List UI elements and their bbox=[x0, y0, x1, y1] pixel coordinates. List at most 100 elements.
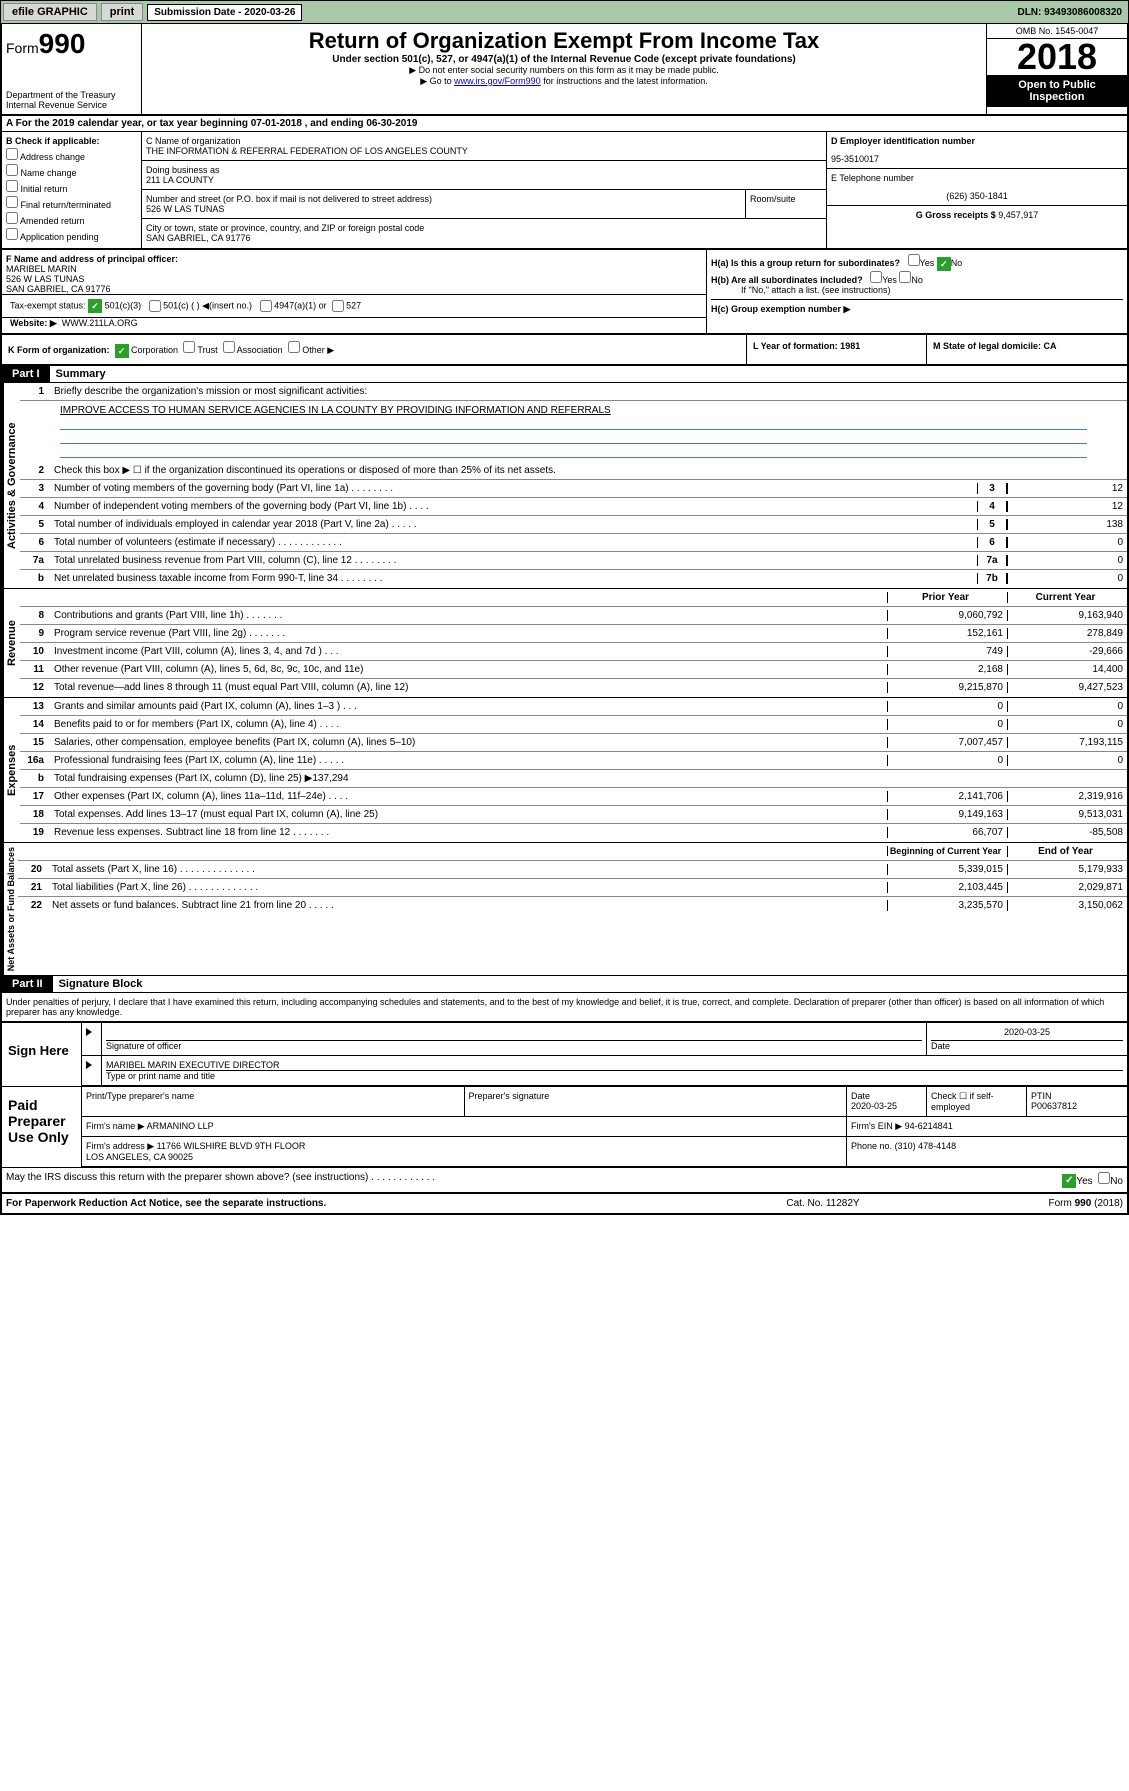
officer-name: MARIBEL MARIN EXECUTIVE DIRECTOR bbox=[106, 1060, 1123, 1071]
cb-501c[interactable] bbox=[149, 300, 161, 312]
form-header: Form990 Department of the Treasury Inter… bbox=[2, 24, 1127, 116]
perjury-statement: Under penalties of perjury, I declare th… bbox=[2, 992, 1127, 1021]
paid-preparer-block: Paid Preparer Use Only Print/Type prepar… bbox=[2, 1086, 1127, 1167]
state-domicile: M State of legal domicile: CA bbox=[927, 335, 1127, 364]
col-b-checkboxes: B Check if applicable: Address change Na… bbox=[2, 132, 142, 248]
dln-label: DLN: 93493086008320 bbox=[1017, 7, 1126, 18]
table-row: 16aProfessional fundraising fees (Part I… bbox=[20, 752, 1127, 770]
form-number: Form990 bbox=[6, 28, 137, 60]
sidelabel-netassets: Net Assets or Fund Balances bbox=[2, 843, 18, 975]
hb-note: If "No," attach a list. (see instruction… bbox=[711, 285, 1123, 295]
sidelabel-revenue: Revenue bbox=[2, 589, 20, 697]
revenue-section: Revenue Prior YearCurrent Year 8Contribu… bbox=[2, 589, 1127, 698]
netassets-section: Net Assets or Fund Balances Beginning of… bbox=[2, 843, 1127, 976]
table-row: 17Other expenses (Part IX, column (A), l… bbox=[20, 788, 1127, 806]
efile-button[interactable]: efile GRAPHIC bbox=[3, 3, 97, 21]
mission-text: IMPROVE ACCESS TO HUMAN SERVICE AGENCIES… bbox=[20, 401, 1127, 462]
ptin-value: P00637812 bbox=[1031, 1101, 1123, 1111]
table-row: 10Investment income (Part VIII, column (… bbox=[20, 643, 1127, 661]
cb-other[interactable] bbox=[288, 341, 300, 353]
table-row: 6Total number of volunteers (estimate if… bbox=[20, 534, 1127, 552]
preparer-date: 2020-03-25 bbox=[851, 1101, 922, 1111]
form-note-1: ▶ Do not enter social security numbers o… bbox=[146, 65, 982, 76]
sign-here-label: Sign Here bbox=[2, 1023, 82, 1086]
cb-hb-yes[interactable] bbox=[870, 271, 882, 283]
checkmark-icon: ✓ bbox=[1062, 1174, 1076, 1188]
cb-address-change[interactable]: Address change bbox=[6, 148, 137, 162]
cb-final-return[interactable]: Final return/terminated bbox=[6, 196, 137, 210]
page-footer: For Paperwork Reduction Act Notice, see … bbox=[2, 1192, 1127, 1213]
sign-date: 2020-03-25 bbox=[931, 1027, 1123, 1041]
cb-discuss-no[interactable] bbox=[1098, 1172, 1110, 1184]
table-row: 12Total revenue—add lines 8 through 11 (… bbox=[20, 679, 1127, 697]
table-row: 7aTotal unrelated business revenue from … bbox=[20, 552, 1127, 570]
hb-label: H(b) Are all subordinates included? bbox=[711, 275, 863, 285]
triangle-icon bbox=[86, 1028, 92, 1036]
room-suite-label: Room/suite bbox=[746, 190, 826, 218]
sidelabel-governance: Activities & Governance bbox=[2, 383, 20, 588]
self-employed-check[interactable]: Check ☐ if self-employed bbox=[927, 1087, 1027, 1116]
firm-name: ARMANINO LLP bbox=[147, 1121, 214, 1131]
hc-label: H(c) Group exemption number ▶ bbox=[711, 304, 850, 314]
activities-governance-section: Activities & Governance 1Briefly describ… bbox=[2, 383, 1127, 589]
form-title: Return of Organization Exempt From Incom… bbox=[146, 28, 982, 54]
firm-phone: (310) 478-4148 bbox=[895, 1141, 957, 1151]
cb-4947[interactable] bbox=[260, 300, 272, 312]
form-note-2: ▶ Go to www.irs.gov/Form990 for instruct… bbox=[146, 76, 982, 87]
cat-number: Cat. No. 11282Y bbox=[723, 1198, 923, 1209]
table-row: 9Program service revenue (Part VIII, lin… bbox=[20, 625, 1127, 643]
gross-receipts: 9,457,917 bbox=[998, 210, 1038, 220]
form-ref: Form 990 (2018) bbox=[923, 1198, 1123, 1209]
cb-app-pending[interactable]: Application pending bbox=[6, 228, 137, 242]
website-url: WWW.211LA.ORG bbox=[62, 318, 138, 328]
cb-trust[interactable] bbox=[183, 341, 195, 353]
cb-amended[interactable]: Amended return bbox=[6, 212, 137, 226]
print-button[interactable]: print bbox=[101, 3, 143, 21]
principal-officer: MARIBEL MARIN 526 W LAS TUNAS SAN GABRIE… bbox=[6, 264, 702, 294]
table-row: 20Total assets (Part X, line 16) . . . .… bbox=[18, 861, 1127, 879]
dba-name: 211 LA COUNTY bbox=[146, 175, 822, 185]
table-row: 8Contributions and grants (Part VIII, li… bbox=[20, 607, 1127, 625]
part-1-header: Part ISummary bbox=[2, 366, 1127, 383]
table-row: 19Revenue less expenses. Subtract line 1… bbox=[20, 824, 1127, 842]
cb-assoc[interactable] bbox=[223, 341, 235, 353]
tax-year: 2018 bbox=[987, 39, 1127, 75]
checkmark-icon: ✓ bbox=[937, 257, 951, 271]
year-formation: L Year of formation: 1981 bbox=[747, 335, 927, 364]
telephone-value: (626) 350-1841 bbox=[831, 191, 1123, 201]
firm-ein: 94-6214841 bbox=[905, 1121, 953, 1131]
form-container: Form990 Department of the Treasury Inter… bbox=[0, 24, 1129, 1215]
table-row: 14Benefits paid to or for members (Part … bbox=[20, 716, 1127, 734]
triangle-icon bbox=[86, 1061, 92, 1069]
cb-hb-no[interactable] bbox=[899, 271, 911, 283]
cb-initial-return[interactable]: Initial return bbox=[6, 180, 137, 194]
sidelabel-expenses: Expenses bbox=[2, 698, 20, 842]
row-a-tax-year: A For the 2019 calendar year, or tax yea… bbox=[2, 116, 1127, 132]
submission-date-label: Submission Date - 2020-03-26 bbox=[147, 4, 302, 21]
cb-ha-yes[interactable] bbox=[908, 254, 920, 266]
expenses-section: Expenses 13Grants and similar amounts pa… bbox=[2, 698, 1127, 843]
col-d-e-g: D Employer identification number95-35100… bbox=[827, 132, 1127, 248]
pra-notice: For Paperwork Reduction Act Notice, see … bbox=[6, 1198, 723, 1209]
top-toolbar: efile GRAPHIC print Submission Date - 20… bbox=[0, 0, 1129, 24]
table-row: 22Net assets or fund balances. Subtract … bbox=[18, 897, 1127, 915]
irs-link[interactable]: www.irs.gov/Form990 bbox=[454, 76, 541, 86]
ein-value: 95-3510017 bbox=[831, 154, 1123, 164]
paid-preparer-label: Paid Preparer Use Only bbox=[2, 1087, 82, 1167]
part-2-header: Part IISignature Block bbox=[2, 976, 1127, 992]
checkmark-icon: ✓ bbox=[88, 299, 102, 313]
discuss-row: May the IRS discuss this return with the… bbox=[2, 1167, 1127, 1192]
col-c-name-address: C Name of organizationTHE INFORMATION & … bbox=[142, 132, 827, 248]
street-address: 526 W LAS TUNAS bbox=[146, 204, 741, 214]
table-row: 11Other revenue (Part VIII, column (A), … bbox=[20, 661, 1127, 679]
org-name: THE INFORMATION & REFERRAL FEDERATION OF… bbox=[146, 146, 822, 156]
checkmark-icon: ✓ bbox=[115, 344, 129, 358]
open-public-badge: Open to Public Inspection bbox=[987, 75, 1127, 107]
row-k-l-m: K Form of organization: ✓ Corporation Tr… bbox=[2, 335, 1127, 366]
table-row: bNet unrelated business taxable income f… bbox=[20, 570, 1127, 588]
ha-label: H(a) Is this a group return for subordin… bbox=[711, 258, 900, 268]
cb-name-change[interactable]: Name change bbox=[6, 164, 137, 178]
sign-here-block: Sign Here Signature of officer 2020-03-2… bbox=[2, 1021, 1127, 1086]
row-f-h: F Name and address of principal officer:… bbox=[2, 250, 1127, 335]
cb-527[interactable] bbox=[332, 300, 344, 312]
